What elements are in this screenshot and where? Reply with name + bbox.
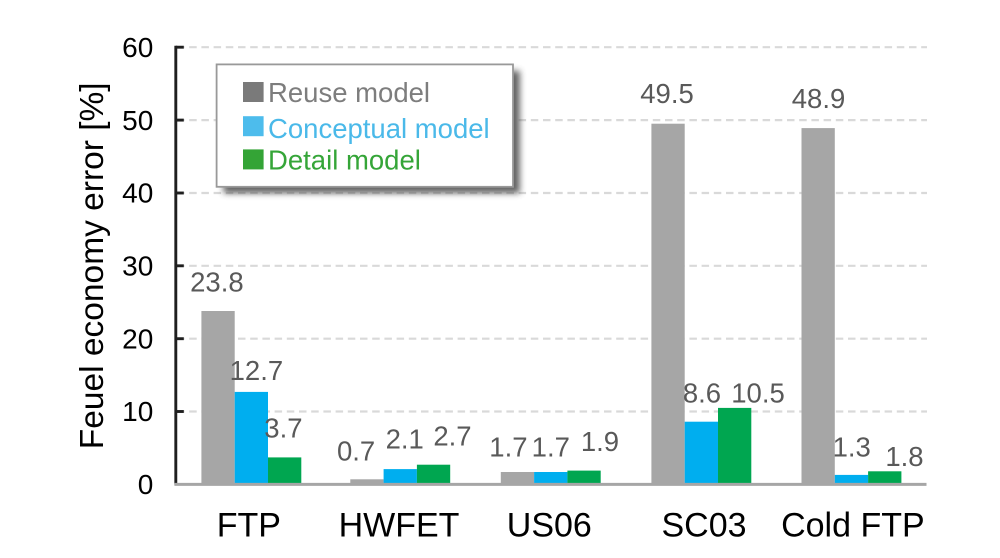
svg-text:60: 60 [122,32,153,63]
svg-text:US06: US06 [507,506,592,544]
svg-text:40: 40 [122,178,153,209]
svg-text:50: 50 [122,105,153,136]
svg-text:Cold FTP: Cold FTP [781,506,925,544]
svg-text:49.5: 49.5 [640,78,694,109]
svg-text:48.9: 48.9 [792,83,846,114]
svg-text:1.8: 1.8 [885,441,923,472]
svg-text:12.7: 12.7 [230,355,284,386]
svg-text:1.7: 1.7 [489,431,527,462]
svg-text:HWFET: HWFET [339,506,460,544]
svg-text:10: 10 [122,396,153,427]
svg-text:SC03: SC03 [661,506,746,544]
svg-text:1.9: 1.9 [581,426,619,457]
svg-text:1.7: 1.7 [532,431,570,462]
svg-text:Detail model: Detail model [268,144,421,175]
svg-text:8.6: 8.6 [683,377,721,408]
svg-text:Reuse model: Reuse model [268,77,430,108]
svg-text:10.5: 10.5 [731,377,785,408]
svg-text:2.1: 2.1 [386,424,424,455]
svg-text:0.7: 0.7 [337,435,375,466]
svg-text:23.8: 23.8 [190,266,244,297]
svg-text:Conceptual model: Conceptual model [268,113,490,144]
svg-text:30: 30 [122,251,153,282]
svg-text:20: 20 [122,323,153,354]
svg-text:2.7: 2.7 [433,421,471,452]
svg-text:Feuel economy error [%]: Feuel economy error [%] [74,82,111,449]
svg-text:1.3: 1.3 [833,431,871,462]
svg-text:0: 0 [138,469,154,500]
svg-text:3.7: 3.7 [264,413,302,444]
svg-text:FTP: FTP [217,506,281,544]
